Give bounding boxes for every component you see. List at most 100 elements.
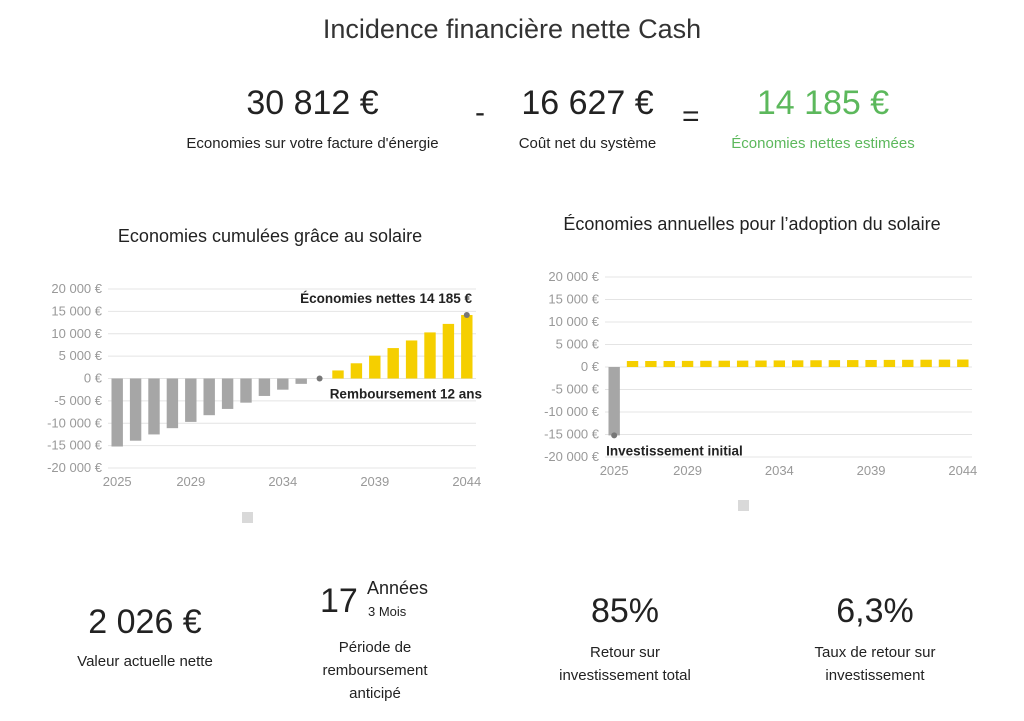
payback-label-line3: anticipé	[349, 685, 401, 702]
irr-block: 6,3% Taux de retour sur investissement	[780, 592, 970, 687]
bar	[129, 378, 142, 441]
payback-value: 17	[320, 582, 358, 620]
bar	[938, 359, 951, 367]
roi-value: 85%	[590, 592, 660, 630]
bar	[681, 360, 694, 367]
bar	[645, 361, 657, 367]
x-tick-label: 2029	[176, 474, 205, 489]
bar	[718, 360, 730, 367]
x-tick-label: 2039	[360, 474, 389, 489]
bar	[277, 378, 289, 390]
minus-sign: -	[475, 96, 485, 129]
y-tick-label: 0 €	[581, 359, 600, 374]
x-tick-label: 2034	[765, 463, 794, 478]
irr-value: 6,3%	[836, 592, 914, 630]
x-tick-label: 2044	[948, 463, 977, 478]
y-tick-label: 20 000 €	[548, 269, 599, 284]
npv-label: Valeur actuelle nette	[77, 653, 213, 670]
payback-label-line2: remboursement	[322, 662, 428, 679]
y-tick-label: -20 000 €	[47, 460, 103, 475]
bar	[755, 360, 767, 367]
bar	[736, 360, 749, 367]
payback-label: Période de remboursement anticipé	[290, 636, 460, 705]
npv-value: 2 026 €	[88, 603, 202, 641]
x-tick-label: 2044	[452, 474, 481, 489]
payback-sub: 3 Mois	[368, 604, 407, 619]
y-tick-label: 15 000 €	[548, 292, 599, 307]
chart-cumulative: 20 000 € 15 000 € 10 000 € 5 000 € 0 € -5 000…	[47, 281, 482, 489]
y-tick-label: 20 000 €	[51, 281, 102, 296]
savings-block: 30 812 € Economies sur votre facture d'é…	[170, 84, 455, 152]
bar	[828, 360, 841, 367]
bar	[332, 370, 344, 379]
chart-cumulative-legend-marker	[242, 512, 253, 523]
bar	[461, 315, 473, 379]
x-tick-label: 2034	[268, 474, 297, 489]
bar	[424, 332, 436, 379]
bar	[957, 359, 969, 367]
y-tick-label: 10 000 €	[548, 314, 599, 329]
y-tick-label: 10 000 €	[51, 326, 102, 341]
bar	[883, 359, 896, 367]
annotation-marker	[316, 375, 323, 382]
bar	[700, 360, 712, 367]
bar	[221, 378, 234, 409]
bar	[626, 361, 639, 367]
bar	[847, 360, 859, 367]
annotation-label: Remboursement 12 ans	[330, 387, 482, 402]
net-savings-value: 14 185 €	[756, 84, 890, 122]
bar	[791, 360, 804, 367]
bar	[111, 378, 123, 447]
bar	[442, 323, 455, 379]
x-tick-label: 2025	[103, 474, 132, 489]
bar	[405, 340, 418, 379]
roi-label-line1: Retour sur	[589, 644, 661, 661]
payback-label-line1: Période de	[338, 639, 412, 656]
page-title: Incidence financière nette Cash	[322, 14, 702, 44]
cost-label: Coût net du système	[518, 135, 657, 152]
y-tick-label: -5 000 €	[551, 382, 599, 397]
annotation-label: Investissement initial	[606, 443, 743, 458]
irr-label: Taux de retour sur investissement	[780, 641, 970, 687]
net-savings-label: Économies nettes estimées	[731, 135, 915, 152]
bar	[773, 360, 786, 367]
savings-value: 30 812 €	[246, 84, 379, 122]
y-tick-label: -10 000 €	[544, 404, 600, 419]
y-tick-label: -15 000 €	[544, 427, 600, 442]
x-tick-label: 2029	[673, 463, 702, 478]
x-tick-label: 2039	[857, 463, 886, 478]
bar	[295, 378, 307, 384]
bar	[920, 359, 932, 367]
bar	[810, 360, 822, 367]
bar	[663, 360, 675, 367]
bar	[240, 378, 252, 403]
irr-label-line1: Taux de retour sur	[814, 644, 936, 661]
bar	[258, 378, 271, 396]
y-tick-label: 5 000 €	[59, 348, 103, 363]
cost-block: 16 627 € Coût net du système	[500, 84, 675, 152]
chart-cumulative-title: Economies cumulées grâce au solaire	[117, 226, 423, 246]
roi-label: Retour sur investissement total	[530, 641, 720, 687]
irr-label-line2: investissement	[825, 667, 925, 684]
net-savings-block: 14 185 € Économies nettes estimées	[712, 84, 934, 152]
equals-sign: =	[682, 100, 700, 133]
y-tick-label: 0 €	[84, 371, 103, 386]
bar	[608, 367, 620, 436]
y-tick-label: -15 000 €	[47, 438, 103, 453]
roi-block: 85% Retour sur investissement total	[530, 592, 720, 687]
annotation-label: Économies nettes 14 185 €	[300, 291, 472, 306]
roi-label-line2: investissement total	[559, 667, 691, 684]
bar	[148, 378, 160, 435]
chart-annual-title: Économies annuelles pour l’adoption du s…	[563, 214, 941, 234]
npv-block: 2 026 € Valeur actuelle nette	[30, 603, 260, 673]
bar	[166, 378, 179, 429]
bar	[902, 359, 914, 367]
y-tick-label: 5 000 €	[556, 337, 600, 352]
bar	[350, 363, 363, 379]
annotation-marker	[611, 432, 618, 439]
x-tick-label: 2025	[600, 463, 629, 478]
bar	[387, 348, 399, 379]
bar	[185, 378, 197, 422]
y-tick-label: -20 000 €	[544, 449, 600, 464]
bar	[369, 355, 381, 379]
